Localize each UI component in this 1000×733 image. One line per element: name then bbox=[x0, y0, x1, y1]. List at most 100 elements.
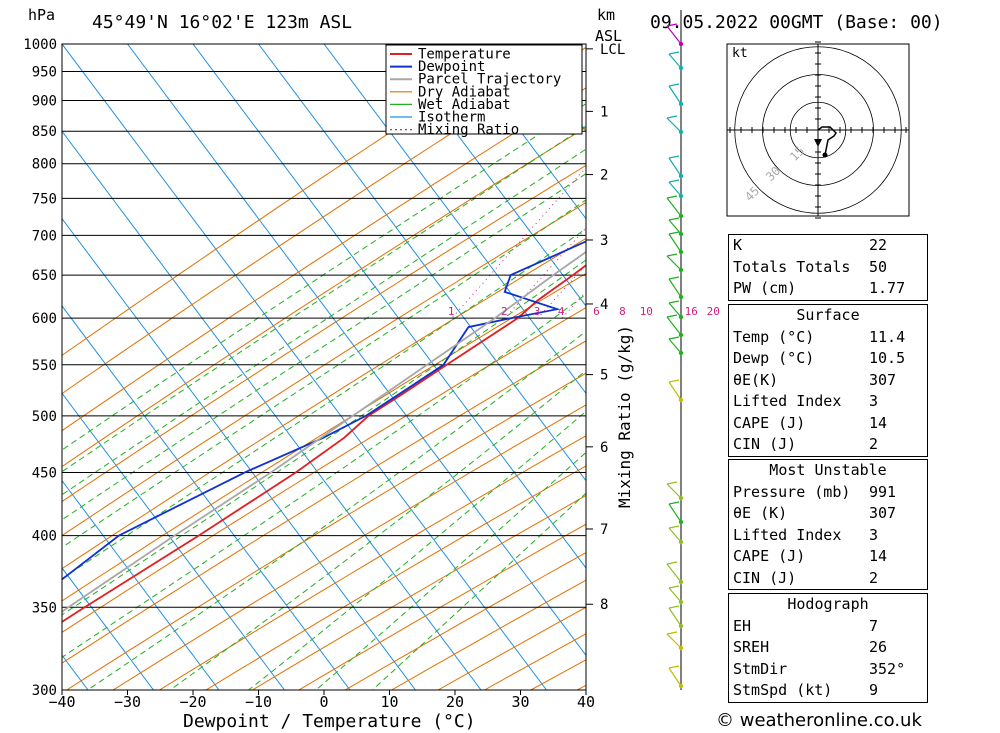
wind-barb-shaft bbox=[668, 157, 682, 177]
wind-barb-flag bbox=[668, 155, 680, 159]
stmspd-row: StmSpd (kt) 9 bbox=[729, 680, 927, 702]
mixing-ratio-label: 6 bbox=[593, 305, 600, 318]
mu-cape-label: CAPE (J) bbox=[733, 547, 806, 565]
isotherm-line bbox=[258, 44, 586, 482]
isotherm-line bbox=[192, 44, 586, 569]
isotherm-line bbox=[62, 305, 351, 690]
mu-li-row: Lifted Index 3 bbox=[729, 525, 927, 547]
pressure-tick-label: 800 bbox=[32, 157, 57, 173]
wind-barb-shaft bbox=[668, 85, 682, 105]
datetime-title: 09.05.2022 00GMT (Base: 00) bbox=[650, 12, 943, 33]
dry-adiabat-line bbox=[252, 494, 586, 690]
series-line-temperature bbox=[62, 264, 586, 623]
wind-barb-flag bbox=[666, 481, 678, 485]
surface-temp-label: Temp (°C) bbox=[733, 327, 815, 346]
wind-barb-flag bbox=[668, 605, 680, 609]
indices-table: K 22 Totals Totals 50 PW (cm) 1.77 bbox=[728, 234, 928, 301]
isotherm-line bbox=[454, 44, 586, 220]
height-tick-label: 4 bbox=[600, 297, 608, 313]
surface-li-row: Lifted Index 3 bbox=[729, 391, 927, 413]
mixing-ratio-label: 1 bbox=[448, 305, 455, 318]
wind-barb-flag bbox=[668, 179, 680, 183]
dry-adiabat-line bbox=[62, 340, 586, 664]
mixing-ratio-label: 3 bbox=[534, 305, 541, 318]
surface-cin-value: 2 bbox=[869, 435, 879, 453]
wind-barb-shaft bbox=[668, 181, 682, 197]
mu-pressure-row: Pressure (mb) 991 bbox=[729, 482, 927, 504]
pressure-tick-label: 850 bbox=[32, 124, 57, 140]
sounding-profiles bbox=[62, 240, 586, 623]
wind-barb-flag bbox=[668, 51, 680, 55]
pw-value: 1.77 bbox=[869, 279, 906, 297]
mu-theta-value: 307 bbox=[869, 504, 897, 522]
stmspd-value: 9 bbox=[869, 681, 879, 699]
wind-barb-flag bbox=[666, 314, 678, 318]
isotherm-line bbox=[62, 479, 220, 690]
legend-label: Dry Adiabat bbox=[418, 84, 511, 100]
height-tick-label: LCL bbox=[600, 42, 625, 58]
mu-pressure-label: Pressure (mb) bbox=[733, 482, 851, 501]
wind-barb-flag bbox=[666, 253, 678, 257]
wind-barb-flag bbox=[668, 231, 680, 235]
surface-cape-value: 14 bbox=[869, 413, 888, 432]
isobar-lines bbox=[62, 43, 586, 691]
wind-profile bbox=[666, 10, 684, 690]
surface-li-value: 3 bbox=[869, 392, 879, 410]
mu-theta-label: θE (K) bbox=[733, 504, 788, 522]
legend-label: Dewpoint bbox=[418, 59, 485, 75]
wind-barb-flag bbox=[668, 83, 680, 87]
mixing-ratio-label: 2 bbox=[501, 305, 508, 318]
mixing-ratio-label: 8 bbox=[619, 305, 626, 318]
wind-barb-shaft bbox=[666, 483, 682, 499]
totals-value: 50 bbox=[869, 257, 888, 276]
mixing-ratio-label: 10 bbox=[640, 305, 653, 318]
surface-theta-row: θE(K) 307 bbox=[729, 370, 927, 392]
mixing-ratio-label: 16 bbox=[685, 305, 698, 318]
stmdir-value: 352° bbox=[869, 659, 906, 678]
stmspd-label: StmSpd (kt) bbox=[733, 681, 833, 699]
pressure-tick-label: 300 bbox=[32, 683, 57, 699]
surface-dewp-row: Dewp (°C) 10.5 bbox=[729, 348, 927, 370]
pressure-tick-label: 550 bbox=[32, 358, 57, 374]
height-tick-label: 6 bbox=[600, 440, 608, 456]
isotherm-line bbox=[62, 217, 416, 690]
wet-adiabat-line bbox=[248, 410, 586, 690]
wind-barb-shaft bbox=[666, 316, 682, 336]
stmdir-label: StmDir bbox=[733, 659, 788, 678]
hodograph-trace bbox=[817, 126, 837, 156]
hodograph: kt 15 30 45 bbox=[726, 41, 910, 219]
surface-theta-value: 307 bbox=[869, 370, 897, 389]
eh-row: EH 7 bbox=[729, 616, 927, 638]
isotherm-line bbox=[323, 44, 586, 395]
k-index-value: 22 bbox=[869, 236, 888, 254]
pressure-tick-label: 750 bbox=[32, 191, 57, 207]
wind-barb-shaft bbox=[668, 503, 682, 523]
legend-label: Wet Adiabat bbox=[418, 97, 511, 113]
isotherm-line bbox=[62, 130, 482, 690]
wet-adiabat-line bbox=[372, 492, 586, 690]
height-tick-label: 7 bbox=[600, 522, 608, 538]
height-tick-label: 1 bbox=[600, 104, 608, 120]
wind-barb-shaft bbox=[666, 25, 682, 45]
legend-label: Parcel Trajectory bbox=[418, 72, 561, 88]
totals-row: Totals Totals 50 bbox=[729, 257, 927, 279]
dry-adiabat-line bbox=[112, 404, 586, 690]
pressure-tick-label: 450 bbox=[32, 465, 57, 481]
mixing-ratio-labels: 12346810162025 bbox=[448, 305, 742, 318]
surface-cape-label: CAPE (J) bbox=[733, 413, 806, 432]
sreh-row: SREH 26 bbox=[729, 637, 927, 659]
pressure-tick-label: 900 bbox=[32, 94, 57, 110]
wind-barb-flag bbox=[666, 631, 678, 635]
wet-adiabat-line bbox=[62, 173, 586, 521]
temperature-tick-label: 30 bbox=[511, 693, 529, 711]
pressure-tick-label: 350 bbox=[32, 600, 57, 616]
surface-cin-row: CIN (J) 2 bbox=[729, 434, 927, 456]
pressure-tick-label: 400 bbox=[32, 529, 57, 545]
legend-label: Isotherm bbox=[418, 110, 485, 126]
location-title: 45°49'N 16°02'E 123m ASL bbox=[92, 12, 352, 33]
dry-adiabat-line bbox=[62, 87, 586, 432]
k-index-label: K bbox=[733, 236, 743, 254]
credit-text: © weatheronline.co.uk bbox=[716, 710, 922, 731]
wind-barb-flag bbox=[668, 379, 680, 383]
wind-barb-shaft bbox=[666, 117, 682, 133]
